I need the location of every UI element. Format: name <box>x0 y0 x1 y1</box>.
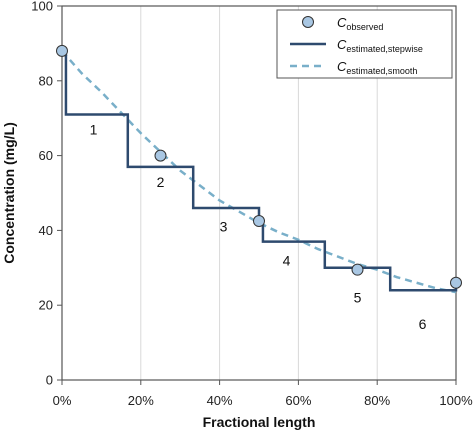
legend-label-1: Cestimated,stepwise <box>337 37 423 54</box>
axes <box>61 5 457 381</box>
segment-label-2: 3 <box>220 219 228 235</box>
y-tick-label-0: 0 <box>46 373 53 388</box>
legend-label-main-0: C <box>337 15 347 30</box>
series-points <box>56 44 462 289</box>
segment-label-0: 1 <box>90 121 98 137</box>
legend-label-sub-0: observed <box>346 22 383 32</box>
x-tick-label-1: 20% <box>128 393 154 408</box>
segment-label-4: 5 <box>354 290 362 306</box>
segment-label-5: 6 <box>419 316 427 332</box>
observed-point-2 <box>253 215 265 228</box>
legend-label-2: Cestimated,smooth <box>337 59 417 76</box>
x-tick-label-2: 40% <box>207 393 233 408</box>
x-tick-label-0: 0% <box>53 393 72 408</box>
y-tick-label-2: 40 <box>39 223 53 238</box>
y-tick-label-4: 80 <box>39 73 53 88</box>
legend-label-main-2: C <box>337 59 347 74</box>
legend-label-main-1: C <box>337 37 347 52</box>
observed-point-3 <box>351 263 364 276</box>
x-tick-label-4: 80% <box>364 393 390 408</box>
y-tick-label-1: 20 <box>39 298 53 313</box>
x-tick-label-5: 100% <box>439 393 473 408</box>
y-tick-label-3: 60 <box>39 148 53 163</box>
observed-point-4 <box>450 276 462 289</box>
segment-labels: 1 2 3 4 5 6 <box>90 121 427 331</box>
legend: CobservedCestimated,stepwiseCestimated,s… <box>276 9 453 79</box>
y-tick-label-5: 100 <box>31 0 53 14</box>
x-tick-label-3: 60% <box>285 393 311 408</box>
y-axis-title: Concentration (mg/L) <box>1 122 17 264</box>
observed-point-0 <box>56 44 68 57</box>
observed-point-1 <box>154 149 167 162</box>
legend-label-sub-2: estimated,smooth <box>346 66 417 76</box>
legend-label-sub-1: estimated,stepwise <box>346 44 423 54</box>
legend-marker-observed <box>302 16 314 28</box>
plot-frame <box>61 5 457 381</box>
segment-label-1: 2 <box>157 174 165 190</box>
legend-label-0: Cobserved <box>337 15 383 32</box>
segment-label-3: 4 <box>283 252 291 268</box>
ticks: 0 20 40 60 80 100 0% 20% 40% 60% 80% 100% <box>31 0 473 408</box>
x-axis-title: Fractional length <box>203 414 316 430</box>
